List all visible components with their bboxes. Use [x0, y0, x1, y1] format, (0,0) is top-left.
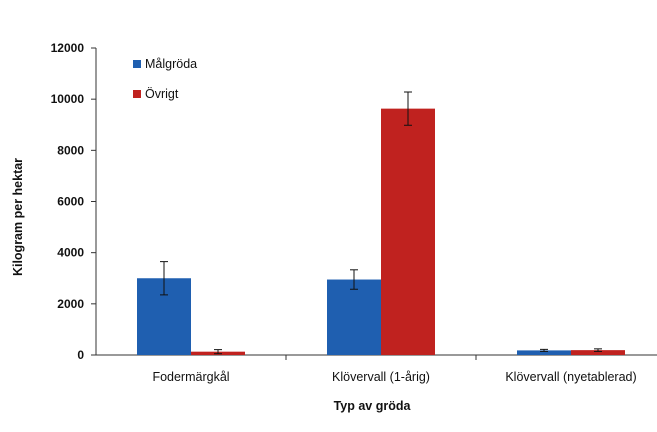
- y-tick-label: 0: [77, 348, 84, 362]
- y-tick-label: 12000: [51, 41, 85, 55]
- y-tick-label: 6000: [57, 195, 84, 209]
- x-axis-title: Typ av gröda: [334, 399, 412, 413]
- y-tick-label: 2000: [57, 297, 84, 311]
- bar: [327, 279, 381, 355]
- x-tick-label: Klövervall (nyetablerad): [505, 370, 636, 384]
- x-tick-label: Fodermärgkål: [152, 370, 229, 384]
- legend-label: Målgröda: [145, 57, 197, 71]
- bar: [381, 108, 435, 355]
- x-axis: Fodermärgkål Klövervall (1-årig) Klöverval…: [96, 354, 657, 384]
- y-tick-label: 4000: [57, 246, 84, 260]
- legend-label: Övrigt: [145, 87, 179, 101]
- bars: [137, 108, 625, 355]
- y-tick-label: 8000: [57, 143, 84, 157]
- y-axis: 0 2000 4000 6000 8000 10000 12000: [51, 41, 97, 362]
- legend-swatch: [133, 60, 141, 68]
- y-axis-title: Kilogram per hektar: [11, 158, 25, 276]
- y-tick-label: 10000: [51, 92, 85, 106]
- x-tick-label: Klövervall (1-årig): [332, 370, 430, 384]
- legend-swatch: [133, 90, 141, 98]
- bar: [571, 350, 625, 355]
- legend: Målgröda Övrigt: [133, 57, 197, 101]
- bar: [517, 350, 571, 355]
- error-bars: [160, 91, 602, 355]
